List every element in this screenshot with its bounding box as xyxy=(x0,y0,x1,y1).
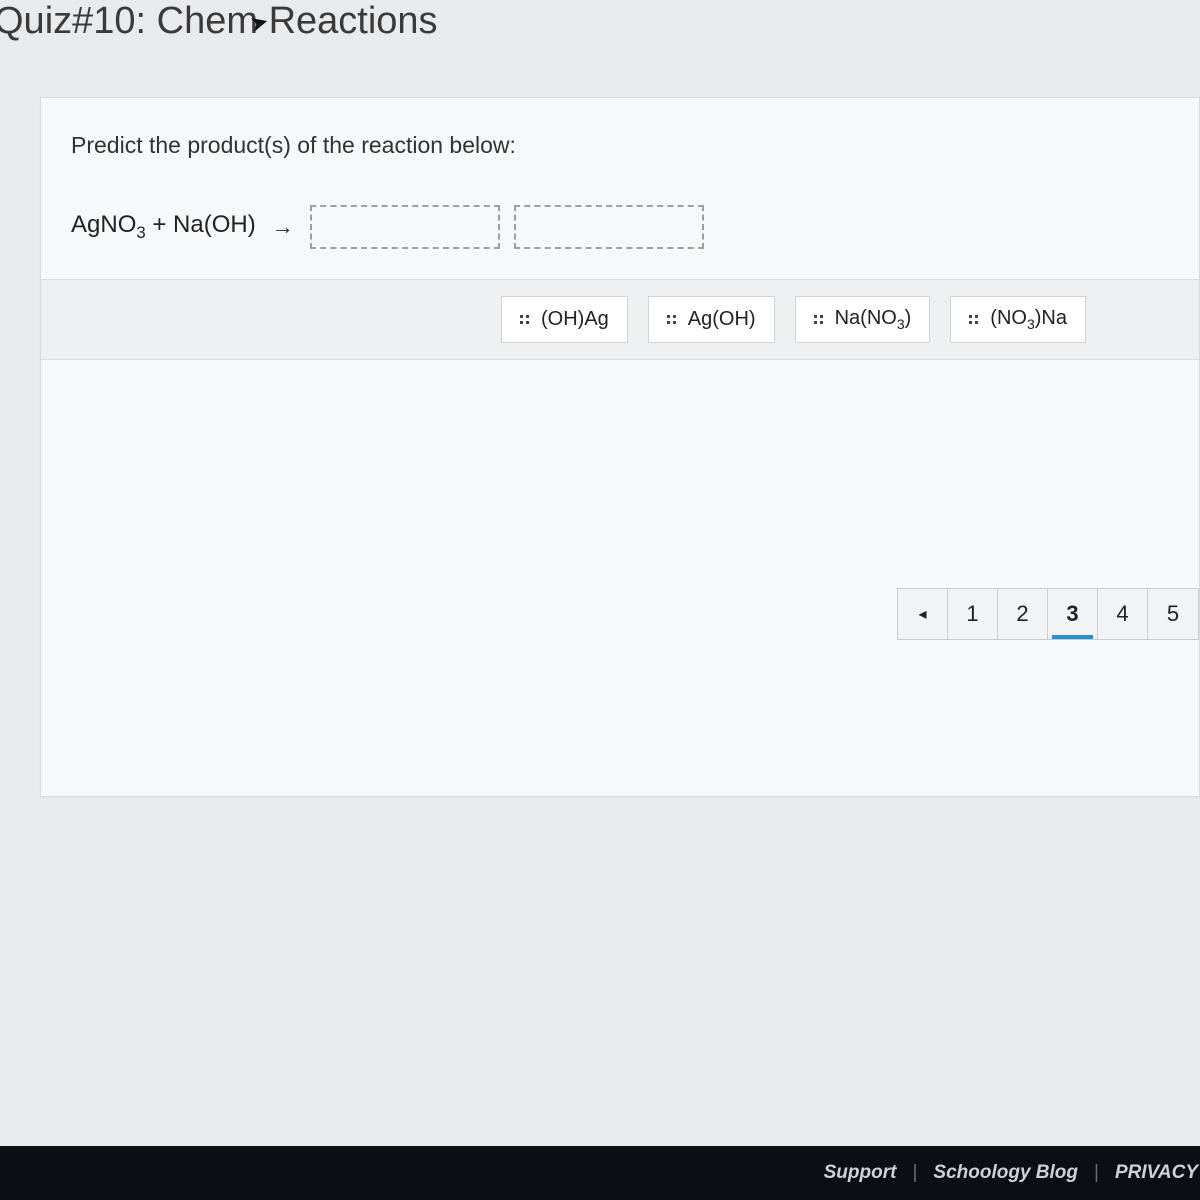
quiz-card: Predict the product(s) of the reaction b… xyxy=(40,97,1200,797)
answer-chip-nano3[interactable]: Na(NO3) xyxy=(795,296,931,343)
footer-separator: | xyxy=(1094,1162,1099,1184)
drop-target-1[interactable] xyxy=(310,205,500,249)
footer-bar: Support | Schoology Blog | PRIVACY xyxy=(0,1146,1200,1200)
drag-grip-icon xyxy=(520,315,529,324)
answer-chip-no3na[interactable]: (NO3)Na xyxy=(950,296,1086,343)
pager-page-3[interactable]: 3 xyxy=(1048,589,1098,639)
drag-grip-icon xyxy=(667,315,676,324)
reaction-row: AgNO3 + Na(OH) → xyxy=(41,179,1199,279)
answer-label: (NO3)Na xyxy=(990,307,1067,332)
answer-chip-agoh[interactable]: Ag(OH) xyxy=(648,296,775,343)
reaction-lhs: AgNO3 + Na(OH) xyxy=(71,211,256,243)
pager-page-2[interactable]: 2 xyxy=(998,589,1048,639)
footer-privacy-link[interactable]: PRIVACY xyxy=(1115,1162,1198,1184)
footer-separator: | xyxy=(912,1162,917,1184)
answer-chip-ohag[interactable]: (OH)Ag xyxy=(501,296,628,343)
answer-label: Ag(OH) xyxy=(688,308,756,331)
footer-support-link[interactable]: Support xyxy=(824,1162,897,1184)
answer-label: (OH)Ag xyxy=(541,308,609,331)
pager-prev-button[interactable]: ◂ xyxy=(898,589,948,639)
answer-label: Na(NO3) xyxy=(835,307,912,332)
drag-grip-icon xyxy=(814,315,823,324)
page-title: Quiz#10: Chem Reactions xyxy=(0,0,1200,57)
question-pager: ◂ 1 2 3 4 5 xyxy=(897,588,1199,640)
pager-page-1[interactable]: 1 xyxy=(948,589,998,639)
pager-page-4[interactable]: 4 xyxy=(1098,589,1148,639)
pager-page-5[interactable]: 5 xyxy=(1148,589,1198,639)
question-prompt: Predict the product(s) of the reaction b… xyxy=(41,98,1199,179)
reaction-arrow-icon: → xyxy=(272,214,294,240)
drag-grip-icon xyxy=(969,315,978,324)
drop-target-2[interactable] xyxy=(514,205,704,249)
footer-blog-link[interactable]: Schoology Blog xyxy=(933,1162,1078,1184)
answer-bank: (OH)Ag Ag(OH) Na(NO3) (NO3)Na xyxy=(41,279,1199,360)
